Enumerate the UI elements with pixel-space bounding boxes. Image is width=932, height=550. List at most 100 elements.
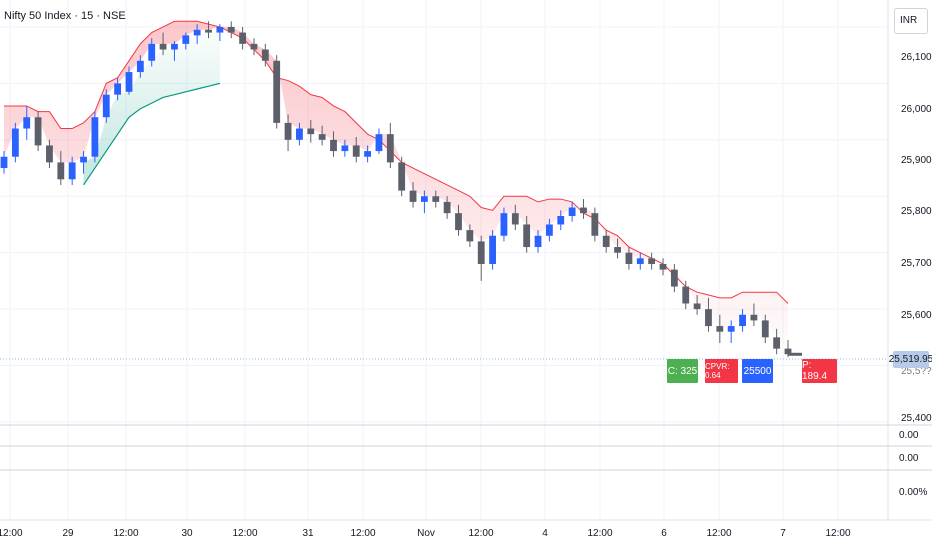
candle bbox=[261, 43, 269, 67]
price-label: 25,400.00 bbox=[901, 413, 932, 424]
candle bbox=[523, 216, 531, 253]
candle bbox=[477, 235, 485, 281]
candle-body bbox=[455, 213, 462, 231]
time-label: 12:00 bbox=[232, 528, 258, 539]
resistance-fill bbox=[4, 21, 788, 349]
candle bbox=[466, 224, 474, 248]
candle-body bbox=[727, 326, 735, 332]
candle bbox=[705, 297, 712, 332]
candle-body bbox=[11, 128, 19, 157]
put-oi-label: P: 189.4 bbox=[802, 359, 837, 383]
candle bbox=[670, 263, 678, 293]
candle bbox=[102, 89, 110, 123]
candle bbox=[216, 24, 224, 42]
candle-body bbox=[114, 83, 122, 95]
candle-body bbox=[136, 60, 144, 73]
candle-body bbox=[57, 162, 65, 180]
candle bbox=[23, 105, 31, 140]
candle bbox=[409, 182, 417, 208]
candle-body bbox=[420, 196, 428, 202]
candle bbox=[239, 26, 247, 50]
candle bbox=[489, 230, 496, 270]
call-oi-label: C: 325 bbox=[667, 359, 698, 383]
candle bbox=[307, 120, 315, 143]
candle bbox=[784, 340, 792, 358]
candle-body bbox=[511, 213, 519, 225]
support-line bbox=[83, 82, 221, 186]
candle-body bbox=[386, 134, 394, 163]
candle-body bbox=[523, 224, 531, 248]
candle bbox=[693, 295, 701, 315]
band-fills bbox=[4, 21, 788, 349]
candle bbox=[580, 199, 587, 219]
price-label: 25,700.00 bbox=[901, 258, 932, 269]
candle-body bbox=[705, 309, 712, 327]
candle bbox=[364, 145, 372, 163]
candle-body bbox=[159, 43, 167, 50]
candle-body bbox=[466, 230, 474, 242]
candle bbox=[761, 314, 769, 343]
candle-body bbox=[557, 216, 565, 225]
candle bbox=[534, 230, 542, 253]
time-label: 12:00 bbox=[468, 528, 494, 539]
price-label: 25,600.00 bbox=[901, 310, 932, 321]
candle-body bbox=[307, 128, 315, 135]
candle bbox=[148, 38, 156, 67]
current-price-tag: 25,519.95 bbox=[889, 351, 932, 368]
candle-body bbox=[409, 190, 417, 202]
candle-body bbox=[784, 348, 792, 355]
candle bbox=[420, 190, 428, 214]
pane-value: 0.00 bbox=[899, 430, 919, 441]
candle bbox=[80, 151, 87, 174]
price-label-partial: 25,5??.00 bbox=[901, 366, 932, 377]
candle-body bbox=[659, 263, 667, 270]
candle bbox=[330, 131, 337, 157]
time-label: 7 bbox=[780, 528, 786, 539]
candle bbox=[750, 303, 758, 327]
candle-body bbox=[250, 43, 258, 50]
currency-button[interactable]: INR bbox=[894, 8, 928, 34]
candle bbox=[602, 230, 610, 253]
candle bbox=[398, 156, 406, 197]
candle bbox=[284, 114, 292, 152]
candle-body bbox=[398, 162, 406, 191]
candle-body bbox=[34, 117, 42, 146]
candle bbox=[227, 21, 235, 39]
band-lines bbox=[4, 20, 802, 356]
candle bbox=[500, 207, 508, 242]
candle-body bbox=[171, 43, 178, 50]
resistance-line bbox=[4, 20, 789, 304]
candle bbox=[0, 151, 8, 174]
candle-body bbox=[602, 235, 610, 248]
candle-body bbox=[773, 337, 781, 349]
candle-body bbox=[261, 49, 269, 61]
candle bbox=[125, 66, 133, 95]
candle bbox=[511, 204, 519, 231]
candle-body bbox=[477, 241, 485, 264]
candle bbox=[659, 258, 667, 276]
candle bbox=[432, 190, 440, 208]
candle-body bbox=[352, 145, 360, 157]
candle bbox=[318, 125, 326, 146]
chart-legend-title[interactable]: Nifty 50 Index · 15 · NSE bbox=[4, 10, 126, 22]
candle bbox=[11, 122, 19, 163]
strike-label: 25500 bbox=[742, 359, 773, 383]
candle-body bbox=[0, 156, 8, 169]
candle-body bbox=[591, 213, 599, 236]
candle-body bbox=[693, 303, 701, 310]
candle-body bbox=[625, 252, 633, 264]
candle-body bbox=[148, 43, 156, 61]
candle-body bbox=[545, 224, 553, 236]
candle-body bbox=[23, 117, 31, 129]
candle-body bbox=[739, 314, 746, 327]
candle-body bbox=[273, 60, 281, 123]
candle bbox=[557, 210, 565, 231]
candle-body bbox=[614, 247, 621, 253]
candle bbox=[182, 32, 190, 50]
price-label: 25,800.00 bbox=[901, 206, 932, 217]
candle-body bbox=[80, 156, 87, 163]
candle bbox=[91, 111, 99, 163]
candle-body bbox=[227, 26, 235, 33]
pane-value: 0.00 bbox=[899, 453, 919, 464]
